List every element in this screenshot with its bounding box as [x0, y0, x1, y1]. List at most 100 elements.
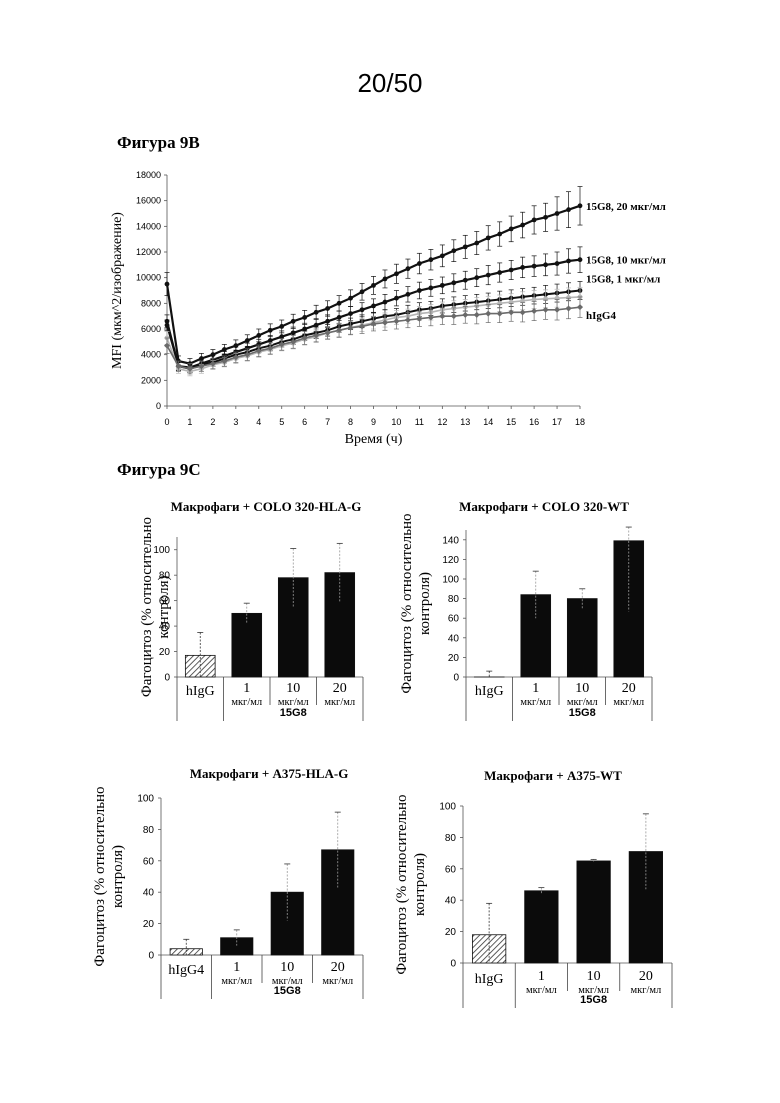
fig9b-point — [428, 257, 433, 262]
fig9b-point — [325, 306, 330, 311]
fig9c-1-title: Макрофаги + COLO 320-HLA-G — [171, 499, 362, 514]
fig9b-y-tick-label: 12000 — [136, 247, 161, 257]
fig9c-2-y-tick-label: 140 — [442, 535, 459, 546]
fig9c-3-category-label: 10 — [280, 960, 294, 975]
fig9b-point — [531, 308, 537, 314]
fig9b-point — [268, 328, 273, 333]
fig9b-point — [463, 244, 468, 249]
fig9b-x-tick-label: 16 — [529, 417, 539, 427]
fig9c-3-y-tick-label: 40 — [143, 888, 155, 899]
fig9b-point — [371, 283, 376, 288]
fig9b-series-label: 15G8, 20 мкг/мл — [586, 201, 666, 213]
fig9b-y-tick-label: 8000 — [141, 298, 161, 308]
fig9b-point — [509, 268, 514, 273]
fig9b-x-tick-label: 11 — [415, 417, 424, 427]
fig9b-point — [417, 261, 422, 266]
fig9b-y-tick-label: 2000 — [141, 375, 161, 385]
fig9b-x-tick-label: 8 — [348, 417, 353, 427]
fig9b-point — [256, 333, 261, 338]
fig9b-x-tick-label: 9 — [371, 417, 376, 427]
fig9c-4-bar — [577, 861, 610, 963]
fig9b-point — [566, 259, 571, 264]
fig9c-2-title: Макрофаги + COLO 320-WT — [459, 499, 629, 514]
fig9c-1-y-tick-label: 100 — [153, 545, 170, 556]
fig9c-3-y-tick-label: 100 — [137, 794, 154, 805]
fig9c-3-y-axis-title: контроля) — [110, 845, 126, 908]
fig9b-point — [532, 218, 537, 223]
fig9c-4-y-tick-label: 20 — [445, 927, 457, 938]
fig9c-4-group-label: 15G8 — [580, 994, 607, 1006]
fig9c-1-category-unit: мкг/мл — [231, 697, 262, 708]
fig9c-4-y-axis-title: Фагоцитоз (% относительно — [394, 794, 410, 974]
fig9c-1-category-unit: мкг/мл — [324, 697, 355, 708]
fig9b-point — [440, 253, 445, 258]
fig9b-point — [462, 312, 468, 318]
fig9b-point — [428, 286, 433, 291]
fig9c-2-y-tick-label: 80 — [448, 594, 460, 605]
fig9c-2-group-label: 15G8 — [569, 707, 596, 719]
fig9b-point — [417, 288, 422, 293]
fig9b-x-tick-label: 18 — [575, 417, 585, 427]
fig9b-point — [439, 313, 445, 319]
fig9b-point — [337, 301, 342, 306]
fig9b-point — [165, 323, 170, 328]
fig9c-2-category-unit: мкг/мл — [520, 697, 551, 708]
fig9c-1-category-label: 1 — [243, 681, 250, 696]
fig9c-4-category-unit: мкг/мл — [630, 985, 661, 996]
fig9b-point — [577, 304, 583, 310]
fig9c-1-y-tick-label: 20 — [159, 647, 171, 658]
fig9b-x-tick-label: 10 — [391, 417, 401, 427]
fig9c-1-y-tick-label: 0 — [164, 673, 170, 684]
fig9c-3-title: Макрофаги + A375-HLA-G — [190, 766, 349, 781]
fig9c-1-bar — [232, 613, 262, 677]
fig9b-point — [302, 315, 307, 320]
fig9c-2-y-tick-label: 100 — [442, 575, 459, 586]
fig9b-x-tick-label: 6 — [302, 417, 307, 427]
fig9b-point — [279, 324, 284, 329]
fig9b-point — [360, 289, 365, 294]
fig9b-point — [383, 300, 388, 305]
fig9c-1-group-label: 15G8 — [280, 707, 307, 719]
fig9b-point — [474, 312, 480, 318]
fig9b-y-tick-label: 16000 — [136, 196, 161, 206]
fig9c-4-y-axis-title: контроля) — [412, 853, 428, 916]
fig9b-point — [485, 311, 491, 317]
fig9c-2-y-tick-label: 60 — [448, 614, 460, 625]
fig9b-x-tick-label: 4 — [256, 417, 261, 427]
fig9b-point — [543, 262, 548, 267]
fig9b-y-tick-label: 0 — [156, 401, 161, 411]
fig9b-point — [520, 309, 526, 315]
fig9b-point — [497, 232, 502, 237]
fig9b-series-label: 15G8, 10 мкг/мл — [586, 255, 666, 267]
fig9b-point — [555, 261, 560, 266]
fig9c-3-y-tick-label: 20 — [143, 919, 155, 930]
fig9c-2-bar — [567, 599, 597, 677]
fig9c-3-bar — [221, 938, 253, 955]
fig9b-point — [566, 305, 572, 311]
fig9b-x-tick-label: 5 — [279, 417, 284, 427]
fig9b-x-tick-label: 14 — [483, 417, 493, 427]
fig9c-4-y-tick-label: 80 — [445, 833, 457, 844]
fig9c-3-category-label: 1 — [233, 960, 240, 975]
fig9b-point — [509, 227, 514, 232]
fig9c-3-y-tick-label: 80 — [143, 825, 155, 836]
fig9c-3-bar — [271, 892, 303, 955]
fig9b-x-tick-label: 13 — [460, 417, 470, 427]
fig9c-1-y-axis-title: контроля) — [156, 576, 172, 639]
fig9b-x-tick-label: 17 — [552, 417, 562, 427]
fig9c-1-category-label: 10 — [286, 681, 300, 696]
fig9b-point — [406, 266, 411, 271]
fig9c-3-category-label: hIgG4 — [168, 963, 204, 978]
fig9b-y-axis-title: MFI (мкм^2/изображение) — [110, 212, 125, 369]
fig9b-point — [474, 241, 479, 246]
fig9c-2-category-label: 1 — [532, 681, 539, 696]
fig9c-1-bar — [278, 578, 308, 677]
fig9b-point — [520, 265, 525, 270]
fig9c-3-y-tick-label: 0 — [148, 951, 154, 962]
fig9b-y-tick-label: 4000 — [141, 350, 161, 360]
fig9b-point — [348, 296, 353, 301]
fig9b-point — [486, 273, 491, 278]
fig9b-point — [497, 270, 502, 275]
fig9b-point — [578, 257, 583, 262]
fig9b-point — [394, 271, 399, 276]
